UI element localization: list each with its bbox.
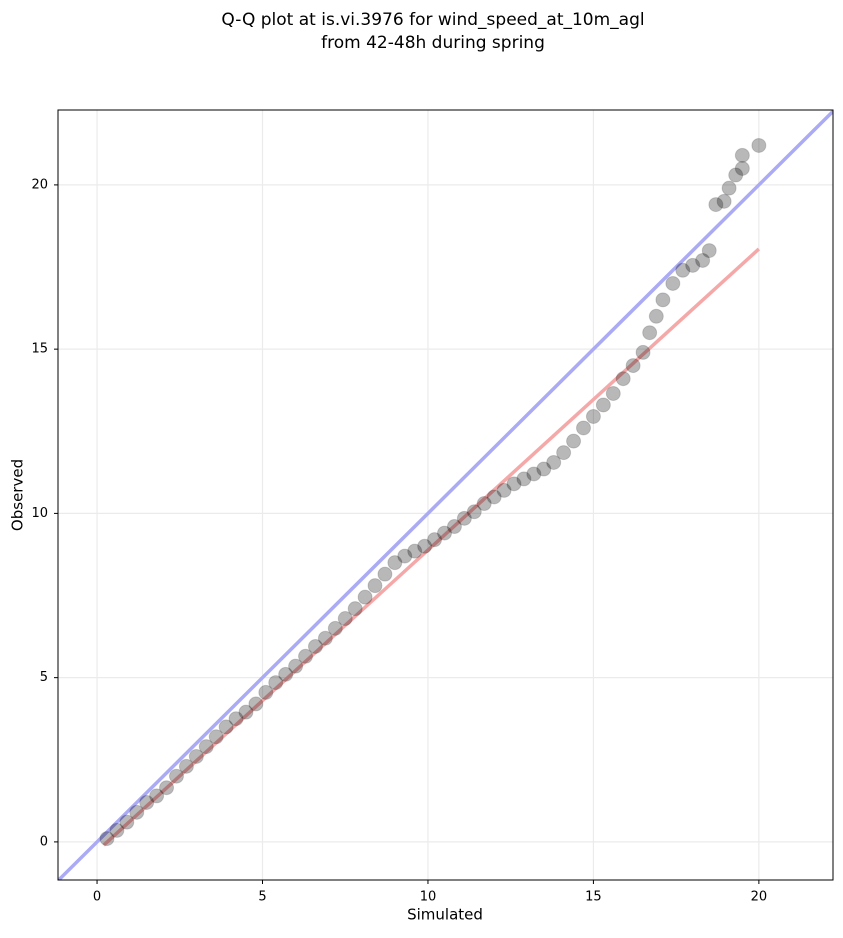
- point: [701, 243, 717, 259]
- point: [556, 445, 572, 461]
- point: [168, 768, 184, 784]
- y-tick-label: 20: [31, 177, 48, 192]
- point: [585, 408, 601, 424]
- point: [377, 566, 393, 582]
- point: [496, 482, 512, 498]
- point: [417, 538, 433, 554]
- point: [109, 822, 125, 838]
- point: [298, 648, 314, 664]
- point: [99, 831, 115, 847]
- point: [605, 385, 621, 401]
- y-tick-label: 5: [40, 670, 48, 685]
- point: [437, 525, 453, 541]
- point: [188, 748, 204, 764]
- point: [751, 137, 767, 153]
- point: [248, 696, 264, 712]
- y-tick-label: 10: [31, 506, 48, 521]
- point: [397, 548, 413, 564]
- point: [575, 420, 591, 436]
- point: [675, 262, 691, 278]
- point: [357, 589, 373, 605]
- point: [288, 658, 304, 674]
- point: [446, 519, 462, 535]
- y-tick-label: 15: [31, 342, 48, 357]
- point: [178, 758, 194, 774]
- chart-title: from 42-48h during spring: [321, 33, 545, 53]
- point: [615, 371, 631, 387]
- point: [685, 257, 701, 273]
- x-tick-label: 20: [751, 890, 768, 905]
- point: [695, 252, 711, 268]
- point: [228, 711, 244, 727]
- point: [407, 543, 423, 559]
- point: [595, 397, 611, 413]
- plot-frame: [57, 109, 834, 881]
- x-axis-label: Simulated: [407, 906, 483, 924]
- point: [427, 532, 443, 548]
- point: [119, 814, 135, 830]
- point: [347, 601, 363, 617]
- point: [129, 804, 145, 820]
- point: [337, 611, 353, 627]
- point: [506, 476, 522, 492]
- point: [159, 780, 175, 796]
- point: [625, 358, 641, 374]
- point: [642, 325, 658, 341]
- reference-line: [58, 110, 833, 880]
- grid: [58, 110, 833, 880]
- point: [208, 729, 224, 745]
- x-tick-label: 15: [585, 890, 602, 905]
- point: [728, 167, 744, 183]
- point: [486, 489, 502, 505]
- point: [536, 461, 552, 477]
- point: [258, 684, 274, 700]
- point: [387, 555, 403, 571]
- chart-title: Q-Q plot at is.vi.3976 for wind_speed_at…: [221, 10, 644, 30]
- plot-area: [58, 110, 833, 880]
- point: [716, 193, 732, 209]
- point: [708, 197, 724, 213]
- y-tick-label: 0: [40, 834, 48, 849]
- point: [278, 666, 294, 682]
- x-tick-label: 10: [420, 890, 437, 905]
- x-tick-label: 5: [258, 890, 266, 905]
- point: [476, 496, 492, 512]
- point: [721, 180, 737, 196]
- point: [218, 719, 234, 735]
- point: [546, 454, 562, 470]
- reference-line: [102, 247, 761, 847]
- point: [526, 466, 542, 482]
- point: [516, 471, 532, 487]
- point: [327, 620, 343, 636]
- point: [367, 578, 383, 594]
- point: [655, 292, 671, 308]
- point: [268, 675, 284, 691]
- point: [566, 433, 582, 449]
- point: [238, 704, 254, 720]
- y-axis-label: Observed: [9, 459, 27, 531]
- point: [456, 510, 472, 526]
- point: [734, 147, 750, 163]
- point: [648, 308, 664, 324]
- point: [734, 160, 750, 176]
- point: [198, 739, 214, 755]
- point: [466, 504, 482, 520]
- point: [635, 344, 651, 360]
- x-tick-label: 0: [93, 890, 101, 905]
- point: [139, 794, 155, 810]
- point: [149, 788, 165, 804]
- point: [307, 638, 323, 654]
- point: [665, 275, 681, 291]
- point: [317, 630, 333, 646]
